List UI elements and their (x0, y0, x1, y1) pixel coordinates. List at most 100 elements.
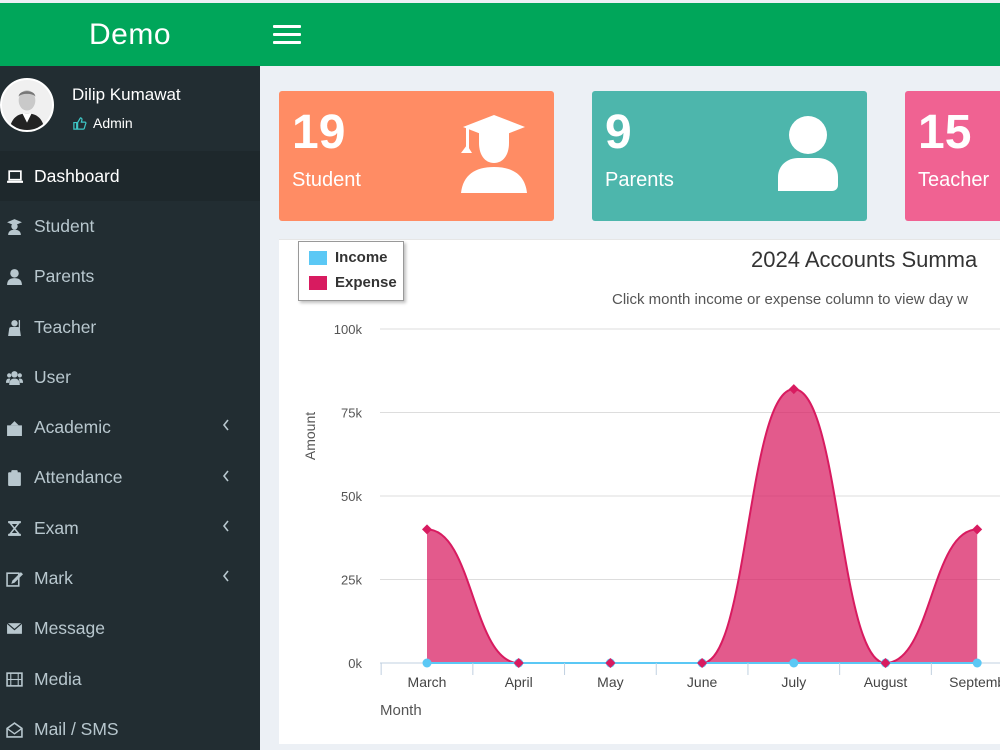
sidebar-item-mark[interactable]: Mark (0, 553, 260, 603)
sidebar-item-exam[interactable]: Exam (0, 503, 260, 553)
x-tick-label: April (505, 674, 533, 690)
sidebar-item-label: Attendance (34, 467, 123, 488)
clipboard-icon (3, 469, 25, 487)
sidebar-item-label: Mail / SMS (34, 718, 119, 739)
sidebar-item-label: Exam (34, 517, 79, 538)
sidebar-item-dashboard[interactable]: Dashboard (0, 151, 260, 202)
sidebar-item-label: Mark (34, 568, 73, 589)
x-tick-label: Septemb (949, 674, 1000, 690)
stat-box-parents[interactable]: 9 Parents (592, 91, 867, 221)
data-point-expense[interactable] (422, 524, 432, 535)
y-tick-label: 50k (341, 489, 362, 504)
laptop-icon (3, 167, 25, 185)
teacher-icon (3, 318, 25, 336)
series-area-expense[interactable] (427, 389, 978, 663)
chart-subtitle: Click month income or expense column to … (612, 291, 968, 308)
data-point-expense[interactable] (972, 524, 983, 535)
sidebar-item-message[interactable]: Message (0, 604, 260, 654)
legend-label-expense: Expense (335, 274, 397, 291)
user-name: Dilip Kumawat (72, 85, 181, 104)
sidebar-item-label: Teacher (34, 316, 97, 337)
x-tick-label: August (864, 674, 908, 690)
sidebar-toggle-icon[interactable] (273, 25, 301, 45)
user-icon (3, 268, 25, 286)
stat-box-student[interactable]: 19 Student (279, 91, 554, 221)
data-point-income[interactable] (972, 658, 982, 668)
legend-item-expense[interactable]: Expense (309, 274, 397, 291)
user-role: Admin (72, 115, 133, 131)
sidebar-item-mail-sms[interactable]: Mail / SMS (0, 704, 260, 750)
users-icon (3, 368, 25, 386)
legend-item-income[interactable]: Income (309, 249, 388, 266)
stat-box-teacher[interactable]: 15 Teacher (905, 91, 1000, 221)
x-axis-label: Month (380, 702, 422, 719)
avatar (0, 78, 54, 132)
thumbs-up-icon (73, 116, 87, 130)
sidebar-menu: Dashboard Student Parents Teacher User Academ… (0, 151, 260, 750)
film-icon (3, 670, 25, 688)
envelope-icon (3, 620, 25, 638)
user-role-label: Admin (93, 115, 133, 131)
data-point-income[interactable] (789, 658, 799, 668)
sidebar-item-student[interactable]: Student (0, 201, 260, 251)
y-tick-label: 100k (334, 322, 363, 337)
user-panel: Dilip Kumawat Admin (0, 66, 260, 151)
student-count: 19 (292, 106, 346, 159)
chart-legend: Income Expense (298, 241, 404, 301)
chevron-left-icon[interactable] (222, 570, 230, 582)
app-logo[interactable]: Demo (88, 17, 172, 51)
x-tick-label: March (408, 674, 447, 690)
data-point-expense[interactable] (788, 384, 799, 395)
series-line-expense[interactable] (426, 388, 978, 665)
parents-count: 9 (605, 106, 632, 159)
sidebar: Dilip Kumawat Admin Dashboard Student Pare… (0, 66, 260, 750)
sidebar-item-teacher[interactable]: Teacher (0, 302, 260, 352)
chevron-left-icon[interactable] (222, 520, 230, 532)
sidebar-item-user[interactable]: User (0, 352, 260, 402)
student-icon (3, 217, 25, 235)
data-point-expense[interactable] (697, 658, 708, 668)
envelope-open-icon (3, 720, 25, 738)
chevron-left-icon[interactable] (222, 419, 230, 431)
sidebar-item-label: Media (34, 668, 82, 689)
hourglass-icon (3, 519, 25, 537)
data-point-expense[interactable] (880, 658, 891, 668)
legend-swatch-income (309, 250, 327, 265)
user-icon (778, 116, 838, 191)
accounts-summary-chart: 0k 25k 50k 75k 100k Amount March April May June Ju… (279, 239, 1000, 744)
sidebar-item-academic[interactable]: Academic (0, 402, 260, 452)
y-axis-label: Amount (302, 412, 318, 460)
x-tick-label: May (597, 674, 623, 690)
teacher-label: Teacher (918, 169, 990, 191)
sidebar-item-label: Parents (34, 266, 95, 287)
sidebar-item-media[interactable]: Media (0, 654, 260, 704)
sidebar-item-label: Dashboard (34, 165, 120, 186)
top-navbar: Demo (0, 3, 1000, 66)
graduation-cap-icon (461, 115, 527, 193)
building-icon (3, 419, 25, 437)
chart-title: 2024 Accounts Summa (751, 247, 978, 272)
sidebar-item-parents[interactable]: Parents (0, 252, 260, 302)
y-tick-label: 0k (348, 656, 362, 671)
student-label: Student (292, 169, 361, 191)
data-point-income[interactable] (422, 658, 432, 668)
teacher-count: 15 (918, 106, 972, 159)
sidebar-item-label: User (34, 366, 71, 387)
chart-canvas: 0k 25k 50k 75k 100k Amount March April May June Ju… (302, 322, 1000, 719)
legend-label-income: Income (335, 249, 388, 266)
sidebar-item-label: Student (34, 215, 95, 236)
sidebar-item-label: Message (34, 618, 106, 639)
legend-swatch-expense (309, 275, 327, 290)
data-point-expense[interactable] (513, 658, 524, 668)
x-tick-label: June (687, 674, 718, 690)
y-tick-label: 25k (341, 573, 362, 588)
chevron-left-icon[interactable] (222, 470, 230, 482)
data-point-expense[interactable] (605, 658, 616, 668)
y-tick-label: 75k (341, 406, 362, 421)
x-tick-label: July (781, 674, 806, 690)
sidebar-item-label: Academic (34, 417, 111, 438)
main-content: 19 Student 9 Parents 15 Teacher 0k 25k 50k… (260, 66, 1000, 750)
sidebar-item-attendance[interactable]: Attendance (0, 453, 260, 503)
pencil-square-icon (3, 570, 25, 588)
parents-label: Parents (605, 169, 674, 191)
